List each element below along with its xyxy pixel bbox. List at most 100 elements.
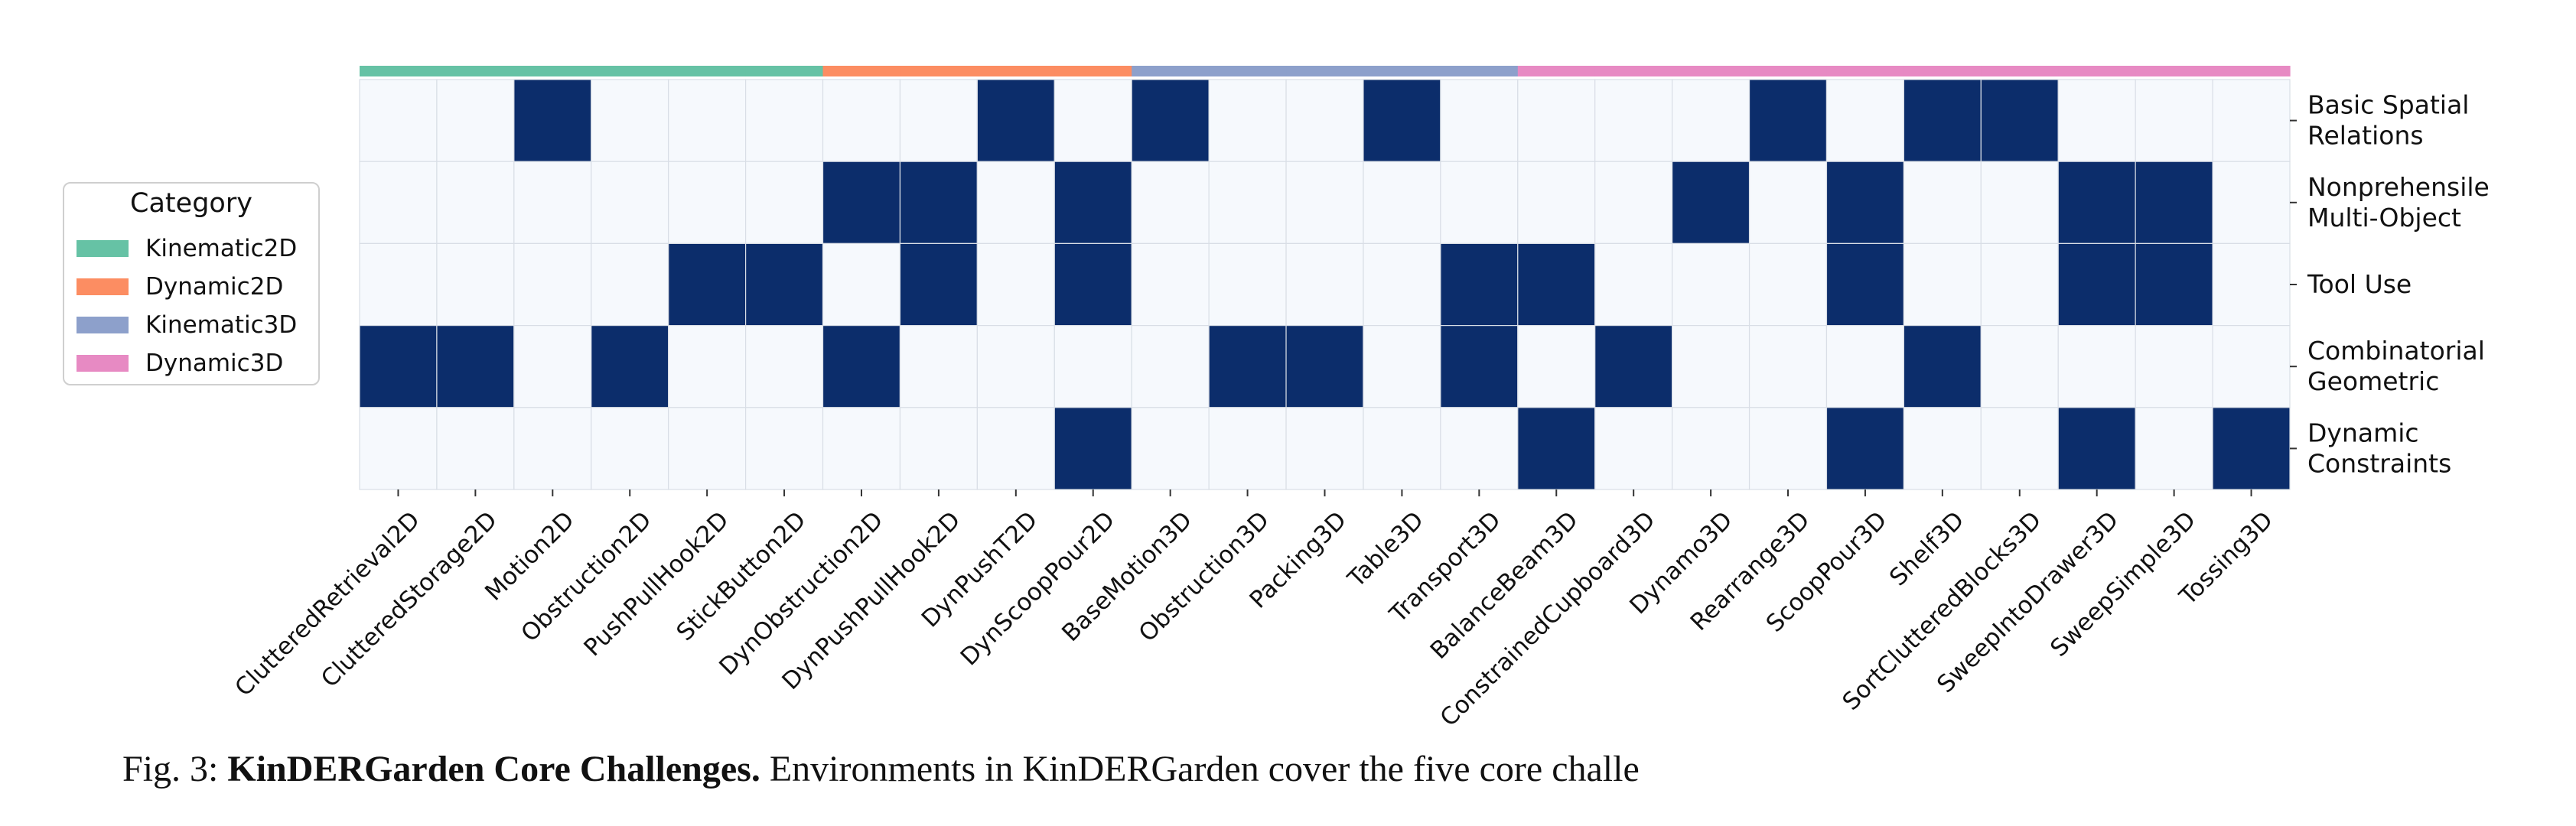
heatmap-cell-r2-balancebeam3d: [1517, 242, 1596, 327]
heatmap-cell-r0-sweepsimple3d: [2135, 79, 2213, 162]
heatmap-cell-r0-tossing3d: [2212, 79, 2291, 162]
heatmap-cell-r2-tossing3d: [2212, 242, 2291, 327]
heatmap-cell-r4-motion2d: [513, 407, 592, 490]
x-tick-label-balancebeam3d: BalanceBeam3D: [1425, 506, 1584, 665]
heatmap-cell-r4-dynpusht2d: [976, 407, 1055, 490]
heatmap-cell-r3-stickbutton2d: [744, 325, 824, 408]
category-strip-clutteredstorage2d: [436, 66, 515, 76]
category-strip-balancebeam3d: [1517, 66, 1596, 76]
category-strip-sortclutteredblocks3d: [1981, 66, 2059, 76]
heatmap-cell-r3-obstruction3d: [1208, 325, 1287, 408]
heatmap-cell-r0-obstruction3d: [1208, 79, 1287, 162]
category-strip-stickbutton2d: [745, 66, 824, 76]
legend-title: Category: [130, 188, 252, 219]
legend-label-dynamic3d: Dynamic3D: [145, 350, 284, 377]
heatmap-cell-r4-obstruction2d: [591, 407, 669, 490]
legend-item-kinematic2d: Kinematic2D: [77, 231, 297, 266]
heatmap-cell-r3-table3d: [1363, 325, 1441, 408]
x-tick-label-stickbutton2d: StickButton2D: [672, 506, 812, 646]
y-tick-label-combinatorial-geometric: Combinatorial Geometric: [2307, 336, 2485, 396]
category-strip-obstruction2d: [591, 66, 669, 76]
heatmap-cell-r3-sweepsimple3d: [2135, 325, 2213, 408]
heatmap-cell-r1-sortclutteredblocks3d: [1980, 161, 2059, 244]
category-strip-dynamo3d: [1672, 66, 1750, 76]
heatmap-cell-r4-basemotion3d: [1131, 407, 1210, 490]
category-strip-shelf3d: [1904, 66, 1982, 76]
heatmap-cell-r2-constrainedcupboard3d: [1594, 242, 1673, 327]
heatmap-cell-r4-constrainedcupboard3d: [1594, 407, 1673, 490]
heatmap-cell-r1-constrainedcupboard3d: [1594, 161, 1673, 244]
heatmap-cell-r3-dynpushpullhook2d: [899, 325, 978, 408]
heatmap-cell-r4-dynscooppour2d: [1054, 407, 1132, 490]
heatmap-cell-r2-dynpushpullhook2d: [899, 242, 978, 327]
legend-label-kinematic3d: Kinematic3D: [145, 311, 298, 339]
heatmap-cell-r0-dynamo3d: [1672, 79, 1750, 162]
heatmap-cell-r0-packing3d: [1285, 79, 1364, 162]
heatmap-cell-r1-dynscooppour2d: [1054, 161, 1132, 244]
heatmap-cell-r1-table3d: [1363, 161, 1441, 244]
heatmap-cell-r3-packing3d: [1285, 325, 1364, 408]
heatmap-cell-r2-dynobstruction2d: [822, 242, 901, 327]
heatmap-cell-r0-balancebeam3d: [1517, 79, 1596, 162]
heatmap-chart: ClutteredRetrieval2DClutteredStorage2DMo…: [230, 66, 2490, 732]
heatmap-cell-r3-scooppour3d: [1825, 325, 1904, 408]
heatmap-cell-r2-pushpullhook2d: [668, 242, 747, 327]
heatmap-cell-r3-tossing3d: [2212, 325, 2291, 408]
heatmap-cell-r3-obstruction2d: [591, 325, 669, 408]
heatmap-cell-r2-sweepintodrawer3d: [2057, 242, 2136, 327]
heatmap-cell-r1-dynobstruction2d: [822, 161, 901, 244]
heatmap-cell-r2-dynscooppour2d: [1054, 242, 1132, 327]
legend-label-kinematic2d: Kinematic2D: [145, 235, 298, 262]
legend-item-kinematic3d: Kinematic3D: [77, 307, 297, 343]
heatmap-cell-r0-transport3d: [1440, 79, 1519, 162]
heatmap-cell-r2-shelf3d: [1903, 242, 1982, 327]
y-tick-label-nonprehensile-multi-object: Nonprehensile Multi-Object: [2307, 172, 2490, 233]
heatmap-cell-r3-dynscooppour2d: [1054, 325, 1132, 408]
category-strip-sweepintodrawer3d: [2058, 66, 2136, 76]
category-strip-sweepsimple3d: [2135, 66, 2213, 76]
caption-prefix: Fig. 3:: [122, 749, 228, 789]
category-strip-packing3d: [1286, 66, 1364, 76]
heatmap-cell-r3-pushpullhook2d: [668, 325, 747, 408]
legend-label-dynamic2d: Dynamic2D: [145, 273, 284, 301]
category-strip-clutteredretrieval2d: [360, 66, 438, 76]
heatmap-cell-r0-dynpusht2d: [976, 79, 1055, 162]
heatmap-cell-r2-clutteredretrieval2d: [359, 242, 438, 327]
heatmap-cell-r2-motion2d: [513, 242, 592, 327]
heatmap-cell-r1-balancebeam3d: [1517, 161, 1596, 244]
x-tick-label-basemotion3d: BaseMotion3D: [1057, 506, 1197, 647]
category-strip-scooppour3d: [1826, 66, 1904, 76]
caption-text: Environments in KinDERGarden cover the f…: [760, 749, 1640, 789]
heatmap-cell-r4-clutteredstorage2d: [436, 407, 515, 490]
heatmap-cell-r1-dynamo3d: [1672, 161, 1750, 244]
heatmap-cell-r1-obstruction3d: [1208, 161, 1287, 244]
heatmap-cell-r4-dynobstruction2d: [822, 407, 901, 490]
heatmap-cell-r4-packing3d: [1285, 407, 1364, 490]
caption-title: KinDERGarden Core Challenges.: [227, 749, 760, 789]
heatmap-figure: ClutteredRetrieval2D ClutteredStorage2D Mo…: [63, 66, 2490, 732]
category-strip-rearrange3d: [1749, 66, 1828, 76]
y-tick-label-dynamic-constraints: Dynamic Constraints: [2307, 418, 2451, 478]
heatmap-cell-r3-dynpusht2d: [976, 325, 1055, 408]
heatmap-cell-r3-constrainedcupboard3d: [1594, 325, 1673, 408]
category-strip-tossing3d: [2213, 66, 2291, 76]
heatmap-cell-r3-sortclutteredblocks3d: [1980, 325, 2059, 408]
heatmap-cell-r1-clutteredstorage2d: [436, 161, 515, 244]
legend-item-dynamic2d: Dynamic2D: [77, 269, 283, 304]
heatmap-cell-r0-clutteredstorage2d: [436, 79, 515, 162]
heatmap-cell-r1-scooppour3d: [1825, 161, 1904, 244]
heatmap-cell-r4-stickbutton2d: [744, 407, 824, 490]
heatmap-cell-r0-motion2d: [513, 79, 592, 162]
category-strip-table3d: [1363, 66, 1441, 76]
heatmap-cell-r1-dynpusht2d: [976, 161, 1055, 244]
category-strip-transport3d: [1440, 66, 1519, 76]
heatmap-cell-r2-stickbutton2d: [744, 242, 824, 327]
heatmap-cell-r2-basemotion3d: [1131, 242, 1210, 327]
heatmap-cell-r1-sweepsimple3d: [2135, 161, 2213, 244]
heatmap-cell-r1-motion2d: [513, 161, 592, 244]
heatmap-cell-r0-sweepintodrawer3d: [2057, 79, 2136, 162]
heatmap-cell-r3-clutteredstorage2d: [436, 325, 515, 408]
heatmap-cell-r4-dynpushpullhook2d: [899, 407, 978, 490]
heatmap-cell-r1-obstruction2d: [591, 161, 669, 244]
heatmap-cell-r0-basemotion3d: [1131, 79, 1210, 162]
